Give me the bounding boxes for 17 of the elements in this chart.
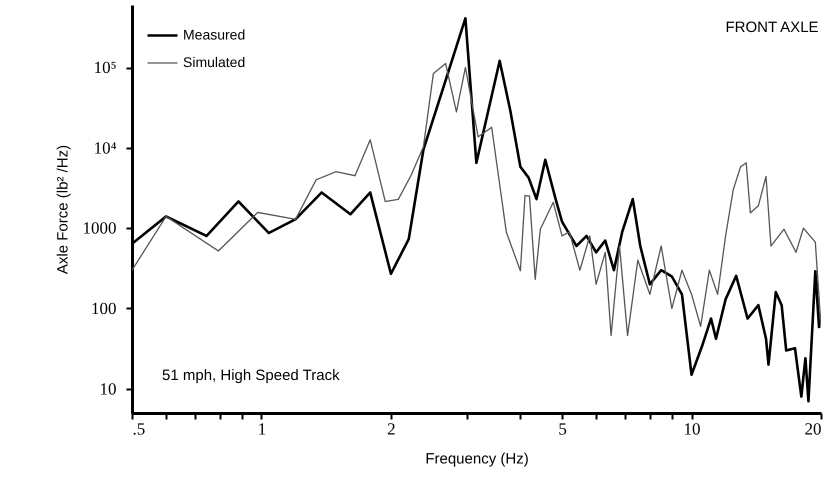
x-axis-title: Frequency (Hz): [425, 450, 529, 468]
annotation: 51 mph, High Speed Track: [162, 367, 340, 384]
y-tick-label: 100: [91, 298, 116, 318]
y-tick-label: 10⁵: [94, 58, 117, 78]
x-tick-label: .5: [132, 420, 146, 438]
y-tick-label: 1000: [82, 218, 116, 238]
legend-label: Simulated: [183, 54, 246, 70]
x-tick-label: 2: [387, 420, 396, 438]
legend-label: Measured: [183, 26, 246, 42]
annotation: FRONT AXLE: [725, 19, 819, 36]
x-tick-label: 10: [684, 420, 701, 438]
x-tick-label: 1: [258, 420, 266, 438]
y-tick-label: 10⁴: [94, 138, 117, 158]
x-tick-label: 5: [558, 420, 567, 438]
x-tick-label: 20: [804, 420, 822, 438]
y-tick-label: 10: [100, 379, 116, 398]
y-axis-title: Axle Force (lb² /Hz): [54, 144, 72, 274]
